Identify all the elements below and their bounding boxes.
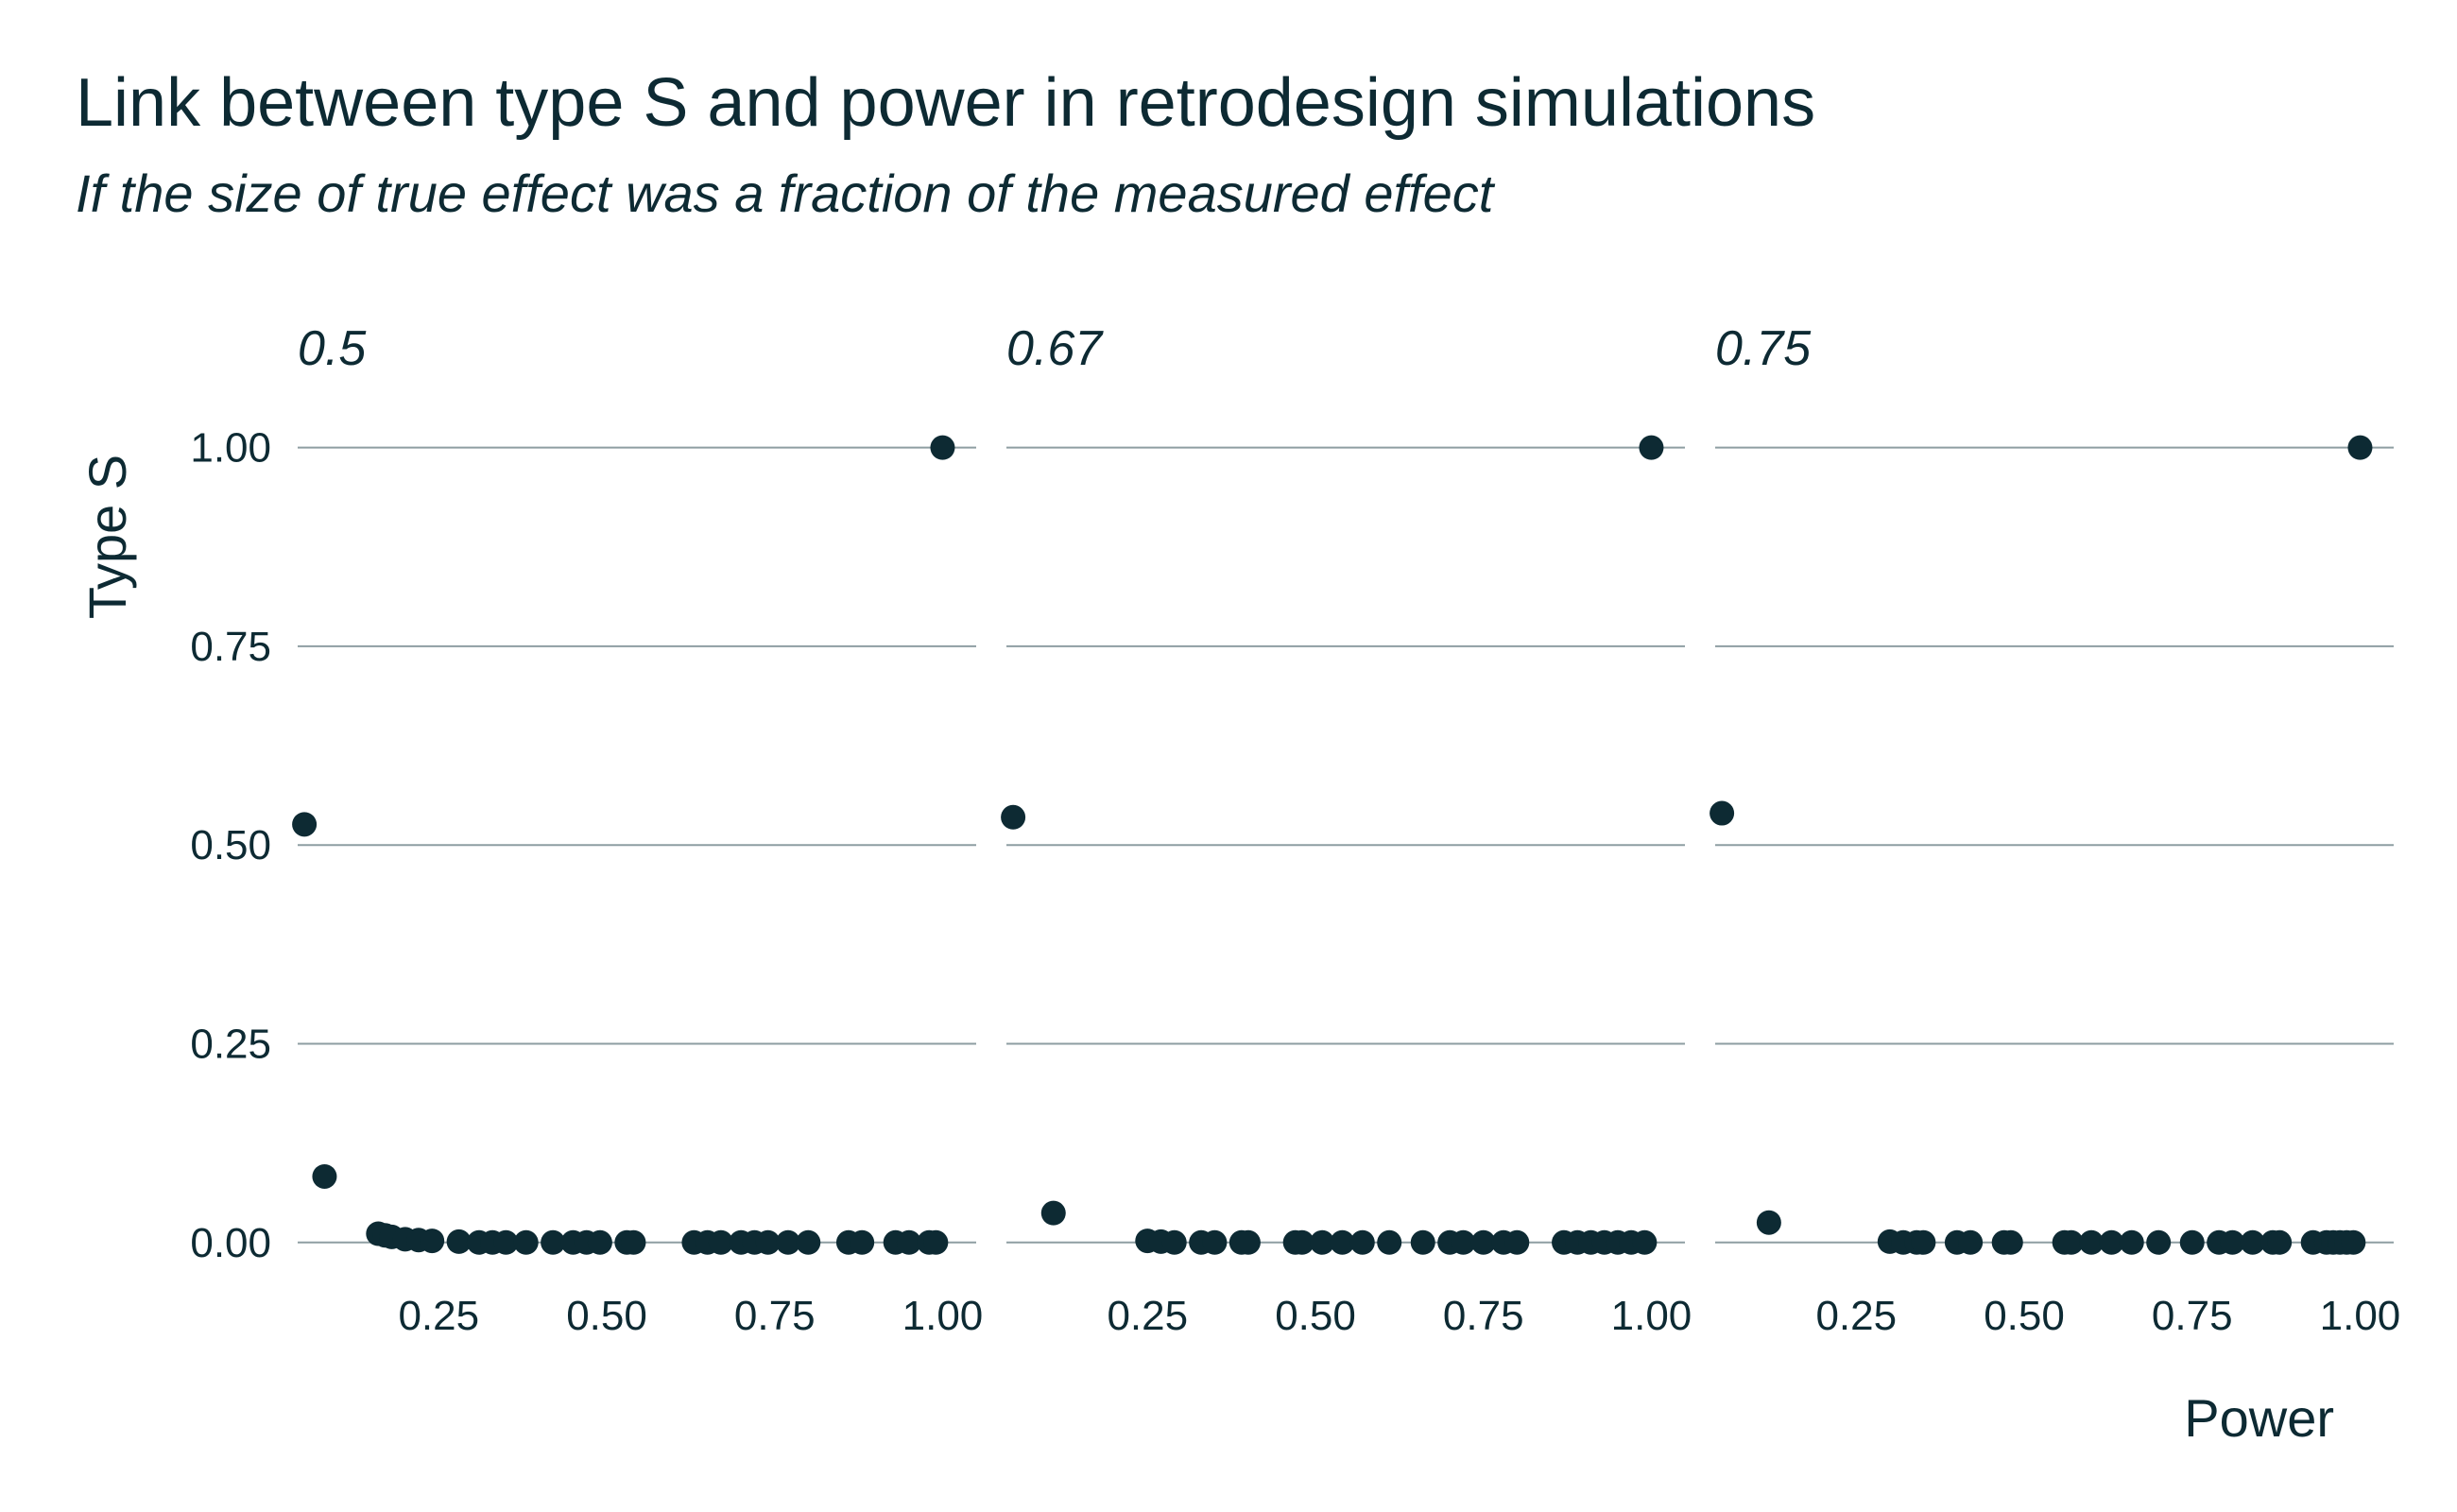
y-tick-label: 0.00 (190, 1220, 271, 1266)
data-point (708, 1229, 733, 1255)
data-point (587, 1229, 612, 1255)
data-point (1377, 1229, 1402, 1255)
x-tick-label: 0.25 (1107, 1293, 1188, 1339)
data-point (1330, 1229, 1355, 1255)
x-tick-label: 0.75 (734, 1293, 816, 1339)
facet-label: 0.67 (1006, 321, 1104, 376)
data-point (513, 1229, 539, 1255)
y-tick-label: 0.25 (190, 1021, 271, 1067)
data-point (1202, 1229, 1228, 1255)
facet-panel: 0.67 0.25 0.50 0.75 1.00 (1001, 321, 1692, 1339)
x-tick-label: 0.25 (398, 1293, 479, 1339)
data-point (1349, 1229, 1375, 1255)
data-point (1235, 1229, 1261, 1255)
data-point (292, 812, 318, 837)
data-point (1710, 800, 1735, 826)
chart-subtitle: If the size of true effect was a fractio… (76, 163, 1494, 223)
data-point (1310, 1229, 1335, 1255)
facet-panel: 0.5 0.25 0.50 0.75 1.00 (292, 321, 983, 1339)
x-tick-label: 1.00 (2320, 1293, 2401, 1339)
x-tick-label: 0.50 (1984, 1293, 2065, 1339)
data-point (930, 435, 955, 460)
data-point (1639, 435, 1664, 460)
data-point (541, 1229, 566, 1255)
data-point (420, 1228, 445, 1254)
y-tick-label: 0.50 (190, 822, 271, 868)
data-point (2179, 1229, 2205, 1255)
x-tick-label: 0.25 (1815, 1293, 1897, 1339)
data-point (2099, 1229, 2124, 1255)
x-tick-label: 1.00 (902, 1293, 984, 1339)
data-point (1998, 1229, 2023, 1255)
data-point (1161, 1229, 1187, 1255)
x-tick-label: 1.00 (1611, 1293, 1692, 1339)
chart-title: Link between type S and power in retrode… (76, 65, 1816, 141)
data-point (775, 1229, 800, 1255)
data-point (796, 1229, 821, 1255)
x-tick-label: 0.50 (566, 1293, 647, 1339)
data-point (493, 1229, 519, 1255)
data-point (2341, 1229, 2366, 1255)
y-axis: 0.00 0.25 0.50 0.75 1.00 (190, 425, 271, 1266)
y-tick-label: 1.00 (190, 425, 271, 472)
data-point (621, 1229, 646, 1255)
x-tick-label: 0.75 (2152, 1293, 2233, 1339)
data-point (312, 1163, 337, 1189)
data-point (1911, 1229, 1936, 1255)
data-point (1451, 1229, 1476, 1255)
data-point (1756, 1210, 1781, 1235)
data-point (1001, 804, 1026, 830)
data-point (1289, 1229, 1314, 1255)
data-point (2079, 1229, 2105, 1255)
data-point (850, 1229, 875, 1255)
data-point (1470, 1229, 1496, 1255)
data-point (2220, 1229, 2245, 1255)
x-axis-title: Power (2184, 1388, 2334, 1448)
data-point (2058, 1229, 2084, 1255)
data-point (755, 1229, 781, 1255)
facets-layer: 0.50.25 0.50 0.75 1.000.670.25 0.50 0.75 1.000… (292, 321, 2400, 1339)
facet-label: 0.5 (298, 321, 367, 376)
y-tick-label: 0.75 (190, 624, 271, 670)
data-point (2240, 1229, 2265, 1255)
data-point (2119, 1229, 2144, 1255)
data-point (446, 1228, 472, 1254)
data-point (1632, 1229, 1658, 1255)
y-axis-title: Type S (77, 455, 137, 619)
data-point (1040, 1200, 1066, 1226)
facet-label: 0.75 (1715, 321, 1812, 376)
x-tick-label: 0.75 (1443, 1293, 1524, 1339)
data-point (923, 1229, 949, 1255)
data-point (2146, 1229, 2172, 1255)
data-point (1504, 1229, 1530, 1255)
x-tick-label: 0.50 (1275, 1293, 1356, 1339)
data-point (896, 1229, 921, 1255)
data-point (2267, 1229, 2293, 1255)
facet-panel: 0.75 0.25 0.50 0.75 1.00 (1710, 321, 2400, 1339)
data-point (1958, 1229, 1984, 1255)
data-point (1410, 1229, 1435, 1255)
data-point (2347, 435, 2373, 460)
